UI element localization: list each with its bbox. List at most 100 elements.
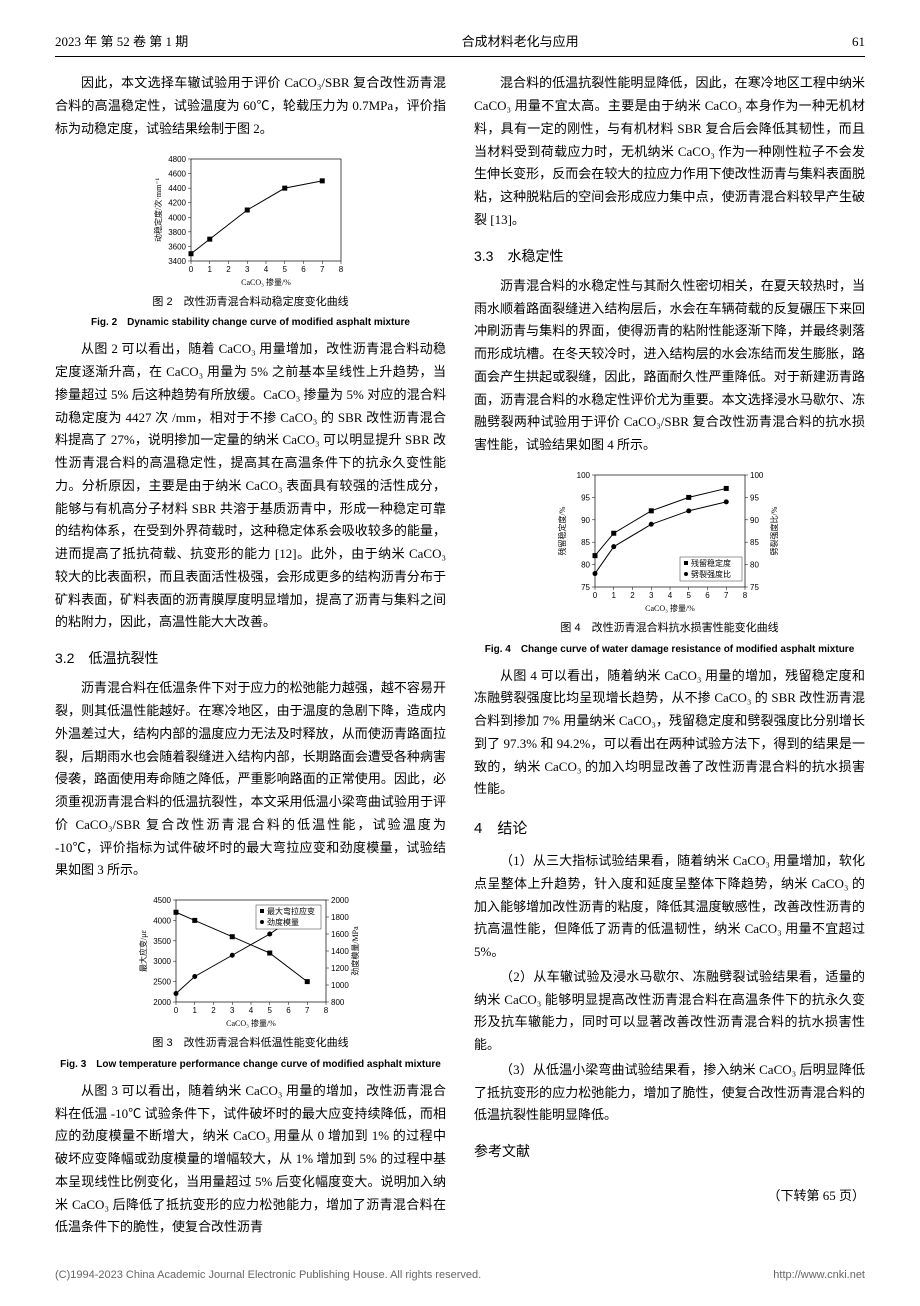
svg-text:2: 2	[226, 265, 231, 274]
figure-3: 0123456782000250030003500400045008001000…	[55, 890, 446, 1074]
svg-text:95: 95	[750, 493, 759, 502]
svg-text:800: 800	[331, 998, 345, 1007]
svg-text:2000: 2000	[153, 998, 171, 1007]
section-3-3-body: 沥青混合料的水稳定性与其耐久性密切相关，在夏天较热时，当雨水顺着路面裂缝进入结构…	[474, 275, 865, 457]
figure-4: 01234567875758080858590909595100100残留稳定度…	[474, 465, 865, 659]
fig3-caption-cn: 图 3 改性沥青混合料低温性能变化曲线	[55, 1034, 446, 1054]
figure-4-chart: 01234567875758080858590909595100100残留稳定度…	[555, 465, 785, 615]
svg-text:1: 1	[192, 1006, 197, 1015]
svg-text:动稳定度/次·mm⁻¹: 动稳定度/次·mm⁻¹	[153, 177, 163, 242]
page-footer: (C)1994-2023 China Academic Journal Elec…	[55, 1266, 865, 1286]
fig2-caption-cn: 图 2 改性沥青混合料动稳定度变化曲线	[55, 293, 446, 313]
svg-text:劲度模量/MPa: 劲度模量/MPa	[350, 926, 360, 976]
svg-text:4800: 4800	[168, 155, 186, 164]
continued-note: （下转第 65 页）	[474, 1184, 865, 1207]
svg-text:4600: 4600	[168, 169, 186, 178]
svg-text:4: 4	[667, 591, 672, 600]
header-pagenum: 61	[852, 30, 865, 53]
svg-text:8: 8	[338, 265, 343, 274]
svg-text:0: 0	[592, 591, 597, 600]
page-header: 2023 年 第 52 卷 第 1 期 合成材料老化与应用 61	[55, 30, 865, 57]
svg-text:4: 4	[263, 265, 268, 274]
intro-paragraph: 因此，本文选择车辙试验用于评价 CaCO₃/SBR 复合改性沥青混合料的高温稳定…	[55, 72, 446, 140]
svg-text:5: 5	[267, 1006, 272, 1015]
fig2-analysis: 从图 2 可以看出，随着 CaCO₃ 用量增加，改性沥青混合料动稳定度逐渐升高，…	[55, 338, 446, 634]
footer-url: http://www.cnki.net	[773, 1266, 865, 1286]
svg-text:残留稳定度/%: 残留稳定度/%	[557, 506, 567, 555]
svg-text:85: 85	[581, 538, 590, 547]
svg-text:6: 6	[705, 591, 710, 600]
svg-text:80: 80	[750, 560, 759, 569]
svg-text:3800: 3800	[168, 227, 186, 236]
svg-text:劈裂强度比/%: 劈裂强度比/%	[769, 506, 779, 555]
fig3-analysis: 从图 3 可以看出，随着纳米 CaCO₃ 用量的增加，改性沥青混合料在低温 -1…	[55, 1080, 446, 1239]
conclusion-2: （2）从车辙试验及浸水马歇尔、冻融劈裂试验结果看，适量的纳米 CaCO₃ 能够明…	[474, 966, 865, 1057]
figure-3-chart: 0123456782000250030003500400045008001000…	[136, 890, 366, 1030]
svg-text:1: 1	[207, 265, 212, 274]
fig2-caption-en: Fig. 2 Dynamic stability change curve of…	[55, 314, 446, 332]
svg-text:CaCO₃ 掺量/%: CaCO₃ 掺量/%	[226, 1018, 276, 1028]
svg-text:4500: 4500	[153, 896, 171, 905]
fig4-analysis: 从图 4 可以看出，随着纳米 CaCO₃ 用量的增加，残留稳定度和冻融劈裂强度比…	[474, 665, 865, 802]
svg-text:3400: 3400	[168, 257, 186, 266]
section-4-heading: 4 结论	[474, 815, 865, 842]
svg-text:95: 95	[581, 493, 590, 502]
footer-copyright: (C)1994-2023 China Academic Journal Elec…	[55, 1266, 481, 1286]
right-top-paragraph: 混合料的低温抗裂性能明显降低，因此，在寒冷地区工程中纳米 CaCO₃ 用量不宜太…	[474, 72, 865, 231]
svg-text:7: 7	[305, 1006, 310, 1015]
references-heading: 参考文献	[474, 1139, 865, 1164]
section-3-2-heading: 3.2 低温抗裂性	[55, 646, 446, 671]
fig3-caption-en: Fig. 3 Low temperature performance chang…	[55, 1056, 446, 1074]
svg-text:CaCO₃ 掺量/%: CaCO₃ 掺量/%	[241, 277, 291, 287]
svg-text:4400: 4400	[168, 184, 186, 193]
svg-text:4200: 4200	[168, 198, 186, 207]
fig4-caption-cn: 图 4 改性沥青混合料抗水损害性能变化曲线	[474, 619, 865, 639]
svg-text:1600: 1600	[331, 930, 349, 939]
conclusion-1: （1）从三大指标试验结果看，随着纳米 CaCO₃ 用量增加，软化点呈整体上升趋势…	[474, 850, 865, 964]
section-3-2-body: 沥青混合料在低温条件下对于应力的松弛能力越强，越不容易开裂，则其低温性能越好。在…	[55, 677, 446, 882]
figure-2: 0123456783400360038004000420044004600480…	[55, 149, 446, 333]
svg-text:5: 5	[686, 591, 691, 600]
svg-text:1200: 1200	[331, 964, 349, 973]
svg-text:7: 7	[724, 591, 729, 600]
figure-2-chart: 0123456783400360038004000420044004600480…	[151, 149, 351, 289]
svg-text:100: 100	[750, 471, 764, 480]
svg-text:最大应变/με: 最大应变/με	[138, 930, 148, 973]
svg-text:3600: 3600	[168, 242, 186, 251]
svg-text:6: 6	[286, 1006, 291, 1015]
svg-text:1800: 1800	[331, 913, 349, 922]
svg-text:3: 3	[649, 591, 654, 600]
svg-text:75: 75	[750, 583, 759, 592]
header-journal: 合成材料老化与应用	[462, 30, 579, 53]
svg-text:3000: 3000	[153, 957, 171, 966]
fig4-caption-en: Fig. 4 Change curve of water damage resi…	[474, 641, 865, 659]
header-issue: 2023 年 第 52 卷 第 1 期	[55, 30, 188, 53]
svg-text:80: 80	[581, 560, 590, 569]
svg-text:残留稳定度: 残留稳定度	[691, 558, 731, 568]
svg-text:8: 8	[742, 591, 747, 600]
svg-text:1000: 1000	[331, 981, 349, 990]
svg-text:劈裂强度比: 劈裂强度比	[691, 569, 731, 579]
svg-text:4: 4	[248, 1006, 253, 1015]
svg-text:5: 5	[282, 265, 287, 274]
svg-text:0: 0	[188, 265, 193, 274]
svg-text:3500: 3500	[153, 937, 171, 946]
svg-text:1: 1	[611, 591, 616, 600]
svg-text:最大弯拉应变: 最大弯拉应变	[267, 906, 315, 916]
conclusion-3: （3）从低温小梁弯曲试验结果看，掺入纳米 CaCO₃ 后明显降低了抵抗变形的应力…	[474, 1059, 865, 1127]
svg-text:3: 3	[245, 265, 250, 274]
svg-text:4000: 4000	[153, 917, 171, 926]
svg-text:6: 6	[301, 265, 306, 274]
svg-text:100: 100	[576, 471, 590, 480]
svg-text:90: 90	[581, 516, 590, 525]
section-3-3-heading: 3.3 水稳定性	[474, 244, 865, 269]
svg-text:2: 2	[211, 1006, 216, 1015]
svg-text:CaCO₃ 掺量/%: CaCO₃ 掺量/%	[645, 603, 695, 613]
svg-text:2: 2	[630, 591, 635, 600]
svg-text:8: 8	[323, 1006, 328, 1015]
left-column: 因此，本文选择车辙试验用于评价 CaCO₃/SBR 复合改性沥青混合料的高温稳定…	[55, 72, 446, 1241]
svg-text:1400: 1400	[331, 947, 349, 956]
svg-text:2500: 2500	[153, 978, 171, 987]
right-column: 混合料的低温抗裂性能明显降低，因此，在寒冷地区工程中纳米 CaCO₃ 用量不宜太…	[474, 72, 865, 1241]
svg-text:3: 3	[230, 1006, 235, 1015]
